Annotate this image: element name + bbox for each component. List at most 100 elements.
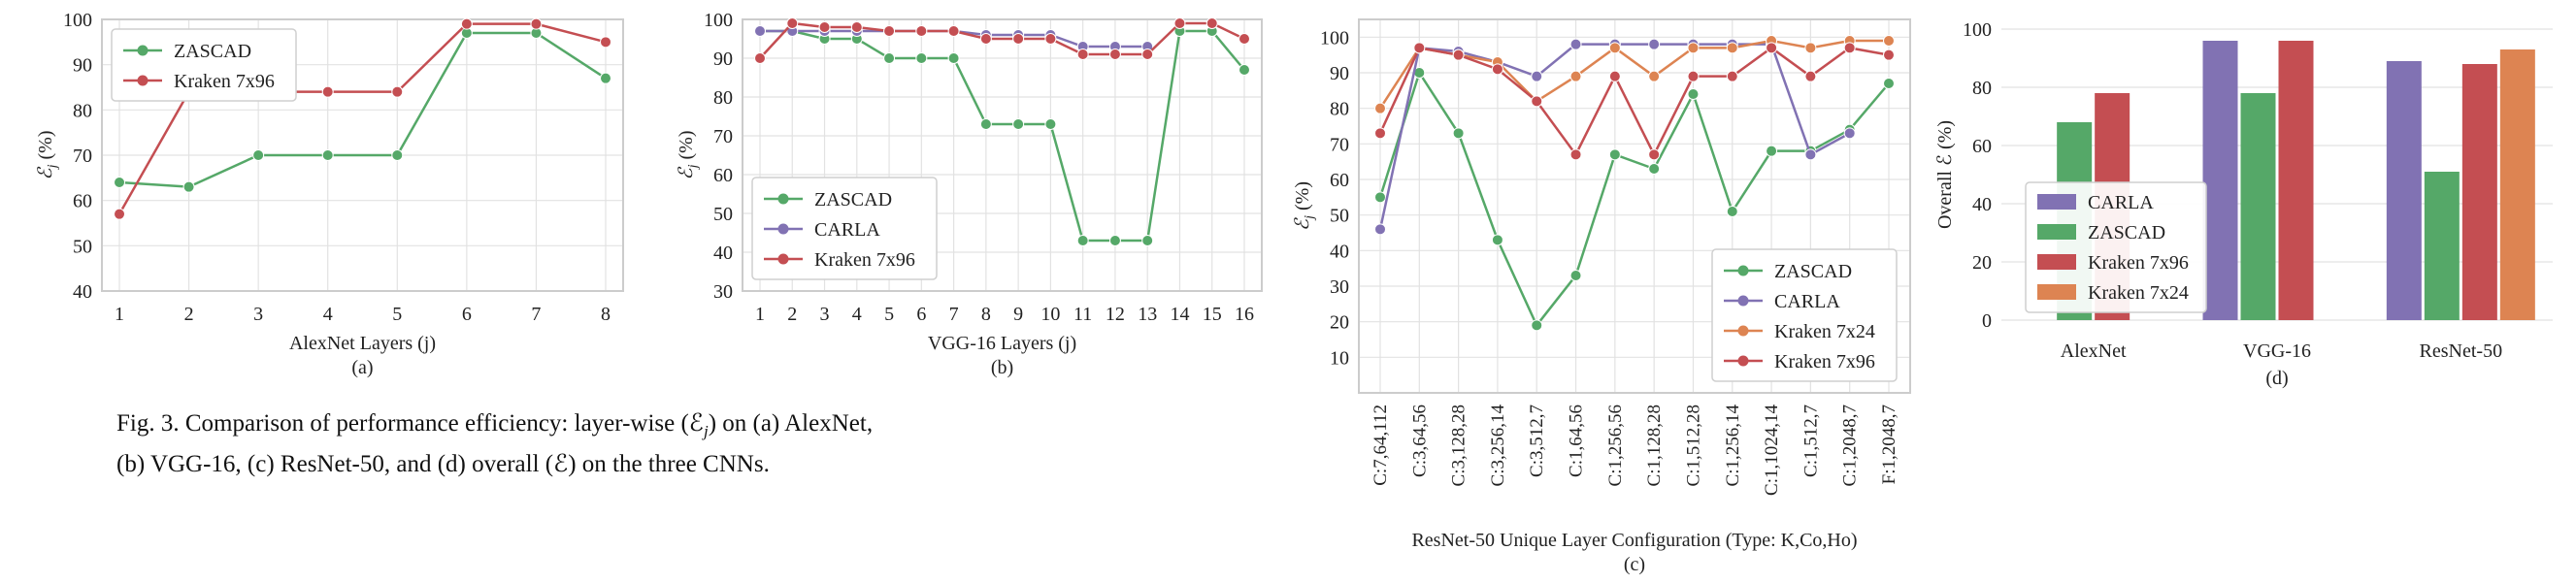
caption-line-2: (b) VGG-16, (c) ResNet-50, and (d) overa…	[116, 451, 770, 477]
y-axis-label: ℰj (%)	[676, 131, 701, 180]
x-tick-label: F:1,2048,7	[1879, 405, 1899, 484]
data-point	[1173, 17, 1186, 29]
chart-a: 40 50 60 70 80 90 100 1 2 3 4 5 6 7 8 AlexNet Layers (j…	[35, 10, 624, 378]
bar	[2386, 61, 2422, 320]
data-point	[1374, 127, 1386, 140]
x-tick-label: VGG-16	[2243, 340, 2311, 362]
y-tick-label: 80	[73, 100, 92, 121]
data-point	[1141, 235, 1154, 246]
y-axis-label: ℰj (%)	[35, 131, 60, 180]
y-tick-label: 40	[1330, 241, 1349, 262]
data-point	[1726, 206, 1738, 217]
data-point	[786, 17, 799, 29]
data-point	[1648, 38, 1661, 50]
legend-swatch	[2037, 254, 2076, 270]
legend: ZASCAD CARLA Kraken 7x96	[751, 177, 938, 280]
data-point	[321, 149, 334, 161]
series-line	[118, 31, 607, 188]
x-tick-group: C:1,512,7	[1800, 405, 1821, 477]
bar	[2424, 172, 2460, 320]
y-tick-label: 50	[1330, 206, 1349, 227]
data-point	[1452, 127, 1465, 140]
y-tick-label: 80	[1972, 78, 1992, 99]
y-tick-label: 40	[713, 243, 733, 264]
bar	[2461, 64, 2497, 320]
y-tick-label: 90	[713, 49, 733, 70]
x-tick-label: 2	[787, 304, 797, 325]
legend-box	[751, 177, 938, 280]
legend-label: CARLA	[814, 219, 880, 241]
legend-label: CARLA	[2088, 192, 2154, 213]
data-point	[391, 85, 404, 98]
data-point	[1608, 70, 1621, 82]
data-point	[947, 52, 960, 64]
legend-label: ZASCAD	[2088, 222, 2165, 243]
data-point	[391, 149, 404, 161]
series-zascad	[114, 27, 611, 193]
data-point	[600, 72, 611, 84]
data-point	[1883, 49, 1895, 61]
data-point	[1076, 235, 1089, 246]
data-point	[915, 25, 928, 37]
y-tick-label: 70	[713, 126, 733, 147]
caption-line-1: Fig. 3. Comparison of performance effici…	[116, 410, 874, 440]
y-tick-label: 60	[1972, 136, 1992, 157]
data-point	[1648, 163, 1661, 175]
data-point	[1766, 42, 1778, 54]
x-tick-label: 9	[1013, 304, 1023, 325]
x-tick-label: 11	[1073, 304, 1092, 325]
y-tick-label: 100	[1320, 27, 1349, 49]
series-kraken-7x96	[1374, 42, 1895, 161]
legend-label: Kraken 7x96	[174, 71, 275, 92]
x-tick-group: F:1,2048,7	[1879, 405, 1899, 484]
series-kraken-7x96	[754, 17, 1250, 64]
x-tick-label: C:3,64,56	[1409, 405, 1430, 477]
y-tick-label: 30	[1330, 276, 1349, 298]
bar	[2278, 41, 2314, 320]
series-line	[1378, 46, 1890, 158]
y-tick-label: 90	[1330, 63, 1349, 84]
data-point	[1012, 33, 1025, 45]
data-point	[1238, 64, 1250, 76]
x-tick-label: AlexNet	[2061, 340, 2127, 362]
bar	[2240, 93, 2276, 320]
data-point	[1843, 42, 1856, 54]
legend-swatch-marker	[137, 45, 149, 56]
y-tick-label: 10	[1330, 347, 1349, 369]
x-tick-label: 1	[115, 304, 124, 325]
bar	[2202, 41, 2238, 320]
data-point	[1804, 70, 1817, 82]
data-point	[1238, 33, 1250, 45]
data-point	[1044, 118, 1057, 130]
x-tick-group: C:1,2048,7	[1840, 405, 1861, 486]
legend-swatch	[2037, 224, 2076, 240]
legend-label: ZASCAD	[814, 189, 892, 211]
x-axis-label: VGG-16 Layers (j)	[928, 333, 1076, 354]
x-tick-group: C:1,256,56	[1605, 405, 1626, 486]
data-point	[1044, 33, 1057, 45]
x-tick-label: 2	[184, 304, 194, 325]
y-tick-label: 100	[1963, 19, 1992, 41]
data-point	[1648, 70, 1661, 82]
x-axis-label: AlexNet Layers (j)	[289, 333, 436, 354]
legend-swatch-marker	[777, 253, 789, 265]
legend: CARLA ZASCAD Kraken 7x96 Kraken 7x24	[2025, 181, 2207, 313]
y-axis-label: ℰj (%)	[1292, 181, 1317, 231]
data-point	[1843, 127, 1856, 140]
data-point	[979, 118, 992, 130]
legend-swatch	[2037, 194, 2076, 210]
x-tick-label: C:1,512,7	[1800, 405, 1821, 477]
x-axis-label: ResNet-50 Unique Layer Configuration (Ty…	[1411, 530, 1857, 551]
legend-label: Kraken 7x24	[2088, 282, 2189, 304]
legend-swatch-marker	[1737, 265, 1749, 276]
data-point	[1804, 148, 1817, 161]
data-point	[1108, 49, 1121, 60]
chart-c: 10 20 30 40 50 60 70 80 90 100 C:7,64,112 C:3,64,56…	[1292, 18, 1911, 575]
data-point	[1108, 235, 1121, 246]
x-tick-label: 14	[1170, 304, 1189, 325]
data-point	[754, 52, 766, 64]
x-tick-label: 6	[916, 304, 926, 325]
x-tick-label: C:1,2048,7	[1840, 405, 1861, 486]
x-tick-label: 1	[755, 304, 765, 325]
